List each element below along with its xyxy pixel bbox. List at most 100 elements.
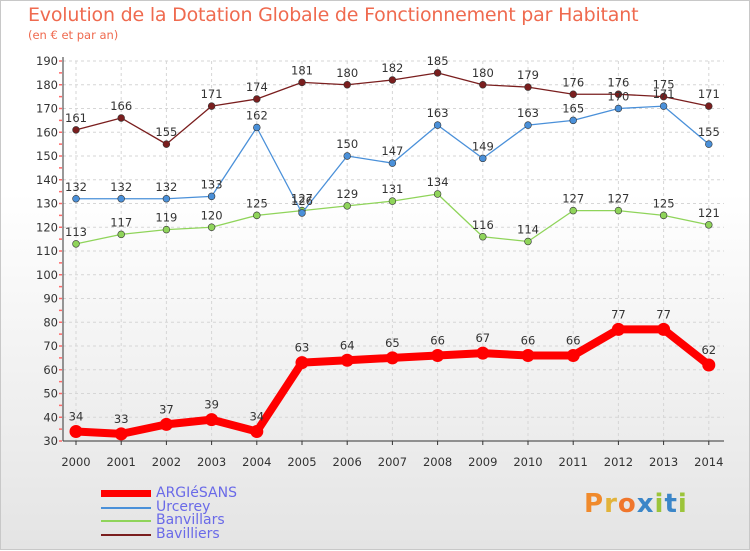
data-point-banvillars: [72, 240, 80, 248]
y-tick-label: 40: [43, 410, 58, 424]
x-tick-label: 2010: [513, 455, 542, 469]
x-tick-label: 2005: [287, 455, 316, 469]
x-tick-label: 2007: [378, 455, 407, 469]
axes: 30 40 50 60 70 80 90 100 110 120 130 140 150 160 170 18…: [36, 54, 724, 469]
data-point-bavilliers: [569, 90, 577, 98]
chart-title: Evolution de la Dotation Globale de Fonc…: [28, 4, 639, 26]
data-point-bavilliers: [659, 92, 668, 101]
data-point-banvillars: [569, 206, 577, 215]
data-label-argi-sans: 37: [159, 402, 174, 416]
data-label-banvillars: 127: [291, 192, 313, 206]
x-tick-label: 2012: [604, 455, 633, 469]
legend-swatch-bavilliers: [101, 533, 151, 536]
data-label-argi-sans: 77: [656, 307, 671, 321]
data-point-banvillars: [253, 211, 261, 220]
legend-label-bavilliers: Bavilliers: [156, 525, 220, 542]
data-point-argi-sans: [114, 427, 128, 441]
data-label-banvillars: 119: [155, 211, 177, 225]
data-point-argi-sans: [702, 358, 716, 372]
data-point-bavilliers: [388, 76, 397, 84]
logo-letter: o: [617, 489, 637, 519]
y-tick-label: 110: [36, 244, 58, 258]
data-point-argi-sans: [385, 351, 399, 365]
logo-letter: t: [664, 489, 678, 519]
data-label-bavilliers: 185: [427, 54, 449, 68]
y-tick-label: 70: [43, 339, 58, 353]
data-label-argi-sans: 67: [475, 331, 490, 345]
data-label-banvillars: 129: [336, 187, 358, 201]
legend-swatch-argiesans: [101, 490, 151, 497]
data-label-urcerey: 149: [472, 139, 494, 153]
y-tick-label: 190: [36, 54, 58, 68]
data-label-bavilliers: 176: [562, 75, 584, 89]
x-tick-label: 2000: [61, 455, 90, 469]
data-point-bavilliers: [207, 102, 216, 110]
data-point-argi-sans: [431, 349, 445, 362]
data-point-banvillars: [479, 233, 487, 241]
logo-letter: x: [636, 489, 655, 519]
data-point-urcerey: [72, 195, 80, 203]
data-label-banvillars: 131: [381, 182, 403, 196]
data-label-argi-sans: 33: [114, 412, 129, 426]
y-tick-label: 140: [36, 173, 58, 187]
data-labels: 34 33 37 39 34 63 64 65 66 67 66 66 77 77 62 132 132 132 1…: [65, 54, 720, 426]
data-label-urcerey: 126: [291, 194, 313, 208]
x-tick-label: 2001: [107, 455, 136, 469]
data-label-argi-sans: 64: [340, 338, 355, 352]
data-point-bavilliers: [117, 114, 125, 122]
data-label-urcerey: 132: [110, 180, 132, 194]
legend-item-bavilliers: Bavilliers: [101, 525, 301, 542]
data-point-argi-sans: [69, 425, 83, 438]
data-point-banvillars: [705, 221, 713, 229]
y-tick-label: 100: [36, 268, 58, 282]
logo-letter: P: [584, 489, 605, 519]
logo-letter: i: [654, 489, 665, 519]
data-label-bavilliers: 171: [201, 87, 223, 101]
data-label-urcerey: 132: [155, 180, 177, 194]
data-point-bavilliers: [524, 83, 532, 91]
y-tick-label: 50: [43, 387, 58, 401]
data-point-urcerey: [479, 154, 487, 163]
data-point-argi-sans: [521, 349, 535, 362]
data-point-urcerey: [207, 192, 216, 201]
data-point-urcerey: [162, 195, 171, 203]
y-tick-label: 90: [43, 292, 58, 306]
data-label-argi-sans: 34: [249, 410, 264, 424]
y-tick-label: 160: [36, 125, 58, 139]
y-tick-label: 60: [43, 363, 58, 377]
legend-swatch-banvillars: [101, 520, 151, 522]
data-point-bavilliers: [253, 95, 261, 103]
data-label-banvillars: 120: [201, 208, 223, 222]
y-tick-label: 170: [36, 102, 58, 116]
data-label-bavilliers: 161: [65, 111, 87, 125]
data-label-argi-sans: 62: [701, 343, 716, 357]
x-tick-label: 2006: [333, 455, 362, 469]
data-label-bavilliers: 182: [381, 61, 403, 75]
data-label-urcerey: 150: [336, 137, 358, 151]
y-tick-label: 150: [36, 149, 58, 163]
data-point-bavilliers: [72, 126, 80, 134]
legend-item-argiesans: ARGIéSANS: [101, 485, 301, 501]
data-point-banvillars: [207, 223, 216, 231]
data-point-banvillars: [117, 230, 125, 239]
data-point-bavilliers: [705, 102, 713, 110]
data-point-bavilliers: [298, 78, 306, 87]
data-label-argi-sans: 63: [295, 341, 310, 355]
data-point-bavilliers: [479, 81, 487, 89]
data-label-banvillars: 113: [65, 225, 87, 239]
data-label-banvillars: 125: [246, 196, 268, 210]
data-label-bavilliers: 171: [698, 87, 720, 101]
data-label-bavilliers: 181: [291, 63, 313, 77]
proxiti-logo: Proxiti: [584, 489, 688, 519]
logo-letter: r: [604, 489, 618, 519]
data-label-urcerey: 133: [201, 177, 223, 191]
chart-subtitle: (en € et par an): [28, 28, 119, 42]
legend: ARGIéSANS Urcerey Banvillars Bavilliers: [101, 485, 301, 542]
data-point-banvillars: [659, 211, 668, 220]
x-tick-label: 2013: [649, 455, 678, 469]
data-point-urcerey: [659, 102, 668, 110]
data-point-banvillars: [614, 206, 623, 215]
data-label-banvillars: 125: [653, 196, 675, 210]
data-label-urcerey: 162: [246, 109, 268, 123]
